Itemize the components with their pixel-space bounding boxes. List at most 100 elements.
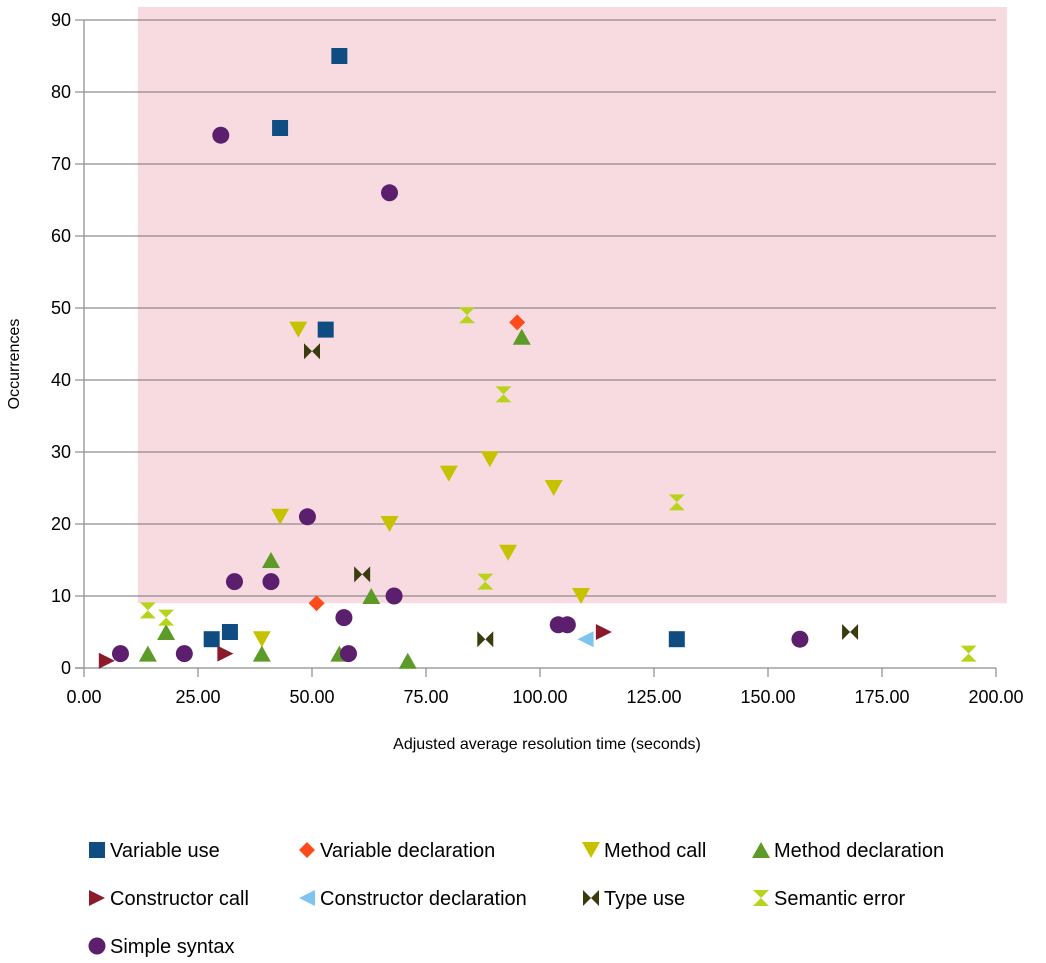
legend-label: Constructor call [110, 888, 249, 910]
data-point [668, 494, 685, 511]
y-tick-label: 90 [51, 10, 71, 30]
data-point [595, 624, 612, 640]
y-tick-label: 50 [51, 298, 71, 318]
x-tick-label: 200.00 [968, 687, 1023, 707]
x-tick-label: 125.00 [626, 687, 681, 707]
legend-item: Variable use [89, 840, 220, 862]
data-point [354, 566, 371, 583]
data-point [558, 616, 576, 634]
y-tick-label: 20 [51, 514, 71, 534]
x-tick-label: 0.00 [66, 687, 101, 707]
x-tick-label: 150.00 [740, 687, 795, 707]
data-point [203, 631, 220, 648]
legend-marker [583, 890, 599, 906]
data-point [398, 652, 417, 669]
data-point [225, 573, 243, 591]
legend-marker [752, 842, 770, 858]
legend-label: Method call [604, 840, 706, 862]
x-tick-label: 75.00 [403, 687, 448, 707]
series-semantic-error [139, 307, 977, 662]
legend-marker [299, 842, 315, 858]
legend-item: Variable declaration [299, 840, 495, 862]
axis-text-layer: Adjusted average resolution time (second… [6, 10, 1024, 753]
data-point [380, 516, 399, 532]
data-point [477, 631, 494, 648]
data-point [362, 588, 381, 604]
x-tick-label: 100.00 [512, 687, 567, 707]
legend-label: Simple syntax [110, 936, 235, 958]
data-point [668, 631, 685, 648]
data-point [212, 126, 230, 144]
legend-marker [753, 890, 769, 906]
legend-marker [582, 842, 600, 858]
x-tick-label: 175.00 [854, 687, 909, 707]
y-tick-label: 30 [51, 442, 71, 462]
series-method-declaration [138, 328, 531, 669]
data-point [289, 321, 308, 338]
data-point [252, 645, 271, 662]
data-point [385, 587, 403, 605]
data-point [459, 307, 476, 324]
data-point [480, 451, 499, 468]
axes-layer [75, 19, 997, 677]
data-point [304, 343, 320, 360]
data-point [272, 120, 289, 136]
data-point [335, 609, 353, 627]
data-point [331, 48, 348, 64]
data-point [439, 465, 458, 482]
data-point [512, 328, 531, 345]
legend-marker [88, 937, 106, 955]
legend-item: Method call [582, 840, 706, 862]
highlight-region-layer [137, 7, 1008, 604]
data-point [217, 645, 234, 662]
x-tick-label: 50.00 [289, 687, 334, 707]
data-point [842, 624, 859, 640]
legend-item: Semantic error [753, 888, 905, 910]
y-tick-label: 60 [51, 226, 71, 246]
series-variable-declaration [308, 314, 526, 612]
y-tick-label: 10 [51, 586, 71, 606]
y-axis-title: Occurrences [6, 319, 23, 410]
data-point [138, 645, 157, 662]
x-axis-title: Adjusted average resolution time (second… [393, 736, 701, 753]
data-point [261, 552, 280, 568]
grid-layer [84, 19, 996, 597]
legend-item: Method declaration [752, 840, 944, 862]
data-point [577, 631, 594, 648]
data-point [509, 314, 526, 331]
data-point [175, 645, 193, 663]
legend-label: Variable use [110, 840, 220, 862]
legend-item: Simple syntax [88, 936, 235, 958]
legend-item: Constructor call [89, 888, 249, 910]
x-tick-label: 25.00 [175, 687, 220, 707]
data-point [157, 624, 176, 640]
data-point [271, 508, 290, 525]
legend-marker [299, 890, 315, 906]
data-point [317, 321, 334, 338]
series-simple-syntax [111, 126, 809, 663]
data-point [308, 595, 325, 612]
series-constructor-declaration [577, 631, 594, 648]
data-point [791, 630, 809, 648]
legend-label: Variable declaration [320, 840, 495, 862]
legend-label: Method declaration [774, 840, 944, 862]
legend: Variable use Variable declaration Method c… [88, 840, 944, 958]
data-point [960, 645, 977, 662]
data-point [495, 386, 512, 403]
series-variable-use [203, 48, 685, 648]
y-tick-label: 80 [51, 82, 71, 102]
data-point [111, 645, 129, 663]
legend-item: Constructor declaration [299, 888, 527, 910]
data-point [252, 631, 271, 648]
series-method-call [252, 321, 591, 648]
data-point [298, 508, 316, 526]
legend-label: Semantic error [774, 888, 905, 910]
legend-marker [89, 842, 105, 858]
legend-item: Type use [583, 888, 685, 910]
y-tick-label: 70 [51, 154, 71, 174]
series-constructor-call [98, 624, 612, 669]
y-tick-label: 0 [61, 658, 71, 678]
data-point [572, 588, 591, 604]
